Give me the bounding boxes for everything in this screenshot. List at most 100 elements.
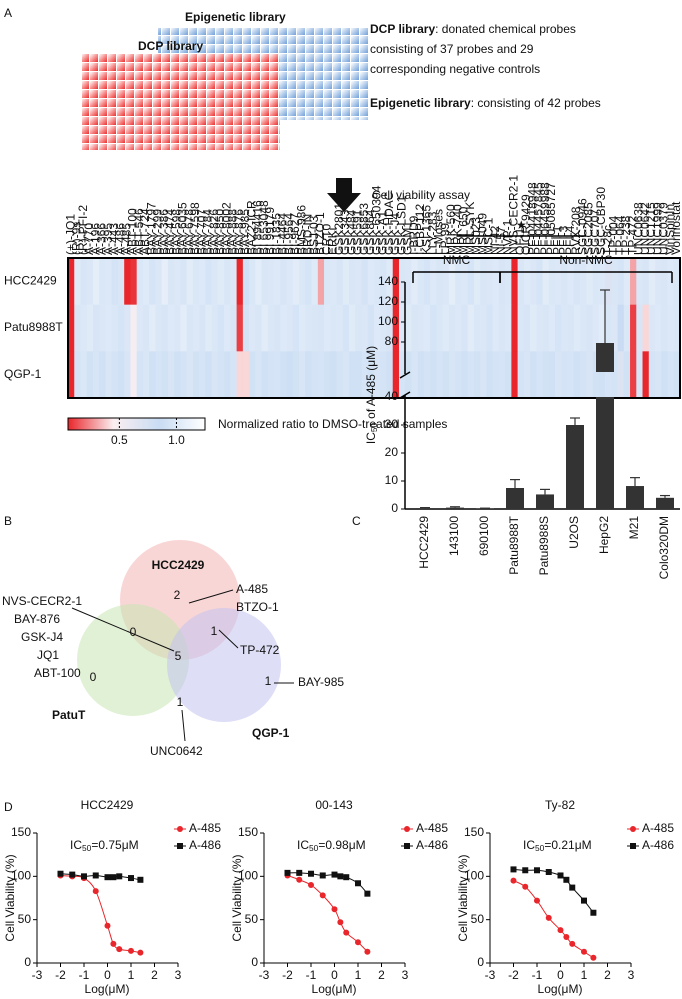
heatmap-cell [280, 258, 287, 305]
heatmap-cell [99, 258, 106, 305]
heatmap-cell [617, 258, 625, 305]
heatmap-cell [448, 304, 456, 352]
heatmap-cell [267, 304, 275, 352]
x-tick-label: 2 [378, 968, 385, 982]
heatmap-cell [186, 351, 194, 399]
heatmap-cell [224, 258, 231, 305]
data-point [110, 940, 117, 947]
heatmap-cell [349, 258, 356, 305]
column-label: UNC0379 [657, 202, 671, 255]
data-point [116, 873, 123, 880]
heatmap-cell [555, 351, 562, 399]
legend-label: A-485 [642, 821, 674, 835]
heatmap-cell [517, 258, 525, 305]
heatmap-cell [673, 258, 681, 305]
heatmap-cell [592, 351, 600, 399]
heatmap-cell [105, 258, 113, 305]
column-label: VinSpinIn [663, 204, 677, 255]
heatmap-cell [642, 351, 650, 399]
heatmap-cell [117, 258, 125, 305]
heatmap-cell [105, 304, 113, 352]
heatmap-cell [592, 258, 600, 305]
heatmap-cell [455, 304, 462, 352]
heatmap-cell [149, 351, 156, 399]
heatmap-cell [505, 304, 512, 352]
heatmap-cell [342, 351, 350, 399]
data-point [581, 897, 587, 904]
heatmap-cell [111, 258, 119, 305]
y-tick-label: 100 [238, 869, 258, 883]
set-label: HCC2429 [152, 558, 205, 572]
legend-label: A-486 [416, 838, 448, 852]
bar [416, 508, 434, 509]
heatmap-cell [311, 351, 319, 399]
data-point [343, 874, 350, 881]
data-point [343, 929, 350, 936]
column-label: BI-1835 [269, 213, 283, 255]
label-rest: =0.98μM [318, 838, 365, 852]
heatmap-cell [136, 304, 144, 352]
x-tick-label: 143100 [447, 516, 461, 556]
x-tick-label: -1 [532, 968, 543, 982]
heatmap-cell [230, 304, 237, 352]
description-line: corresponding negative controls [370, 62, 540, 76]
column-label: BAY-826 [207, 209, 221, 255]
heatmap-cell [536, 351, 543, 399]
column-label: BSJ-03 [307, 215, 321, 255]
heatmap-cell [417, 351, 425, 399]
x-tick-label: -1 [79, 968, 90, 982]
heatmap-cell [511, 258, 518, 305]
heatmap-cell [361, 258, 369, 305]
data-point [92, 888, 99, 895]
heatmap-cell [548, 304, 556, 352]
heatmap-cell [374, 258, 381, 305]
heatmap-cell [386, 304, 394, 352]
heatmap-cell [74, 304, 81, 352]
dcp-library-grid [82, 54, 280, 150]
heatmap-cell [224, 351, 231, 399]
heatmap-cell [130, 258, 137, 305]
y-tick-label: 100 [464, 869, 484, 883]
data-point [331, 871, 338, 878]
x-axis-label: Log(μM) [85, 982, 130, 996]
y-tick-label: 0 [251, 955, 258, 969]
bar [536, 494, 554, 509]
compound-label: UNC0642 [150, 744, 203, 758]
column-label: BAY-850 [213, 209, 227, 255]
colorbar-label: Normalized ratio to DMSO-treated samples [218, 417, 447, 431]
heatmap-cell [336, 351, 344, 399]
colorbar-tick-label: 1.0 [168, 433, 185, 447]
region-count: 2 [174, 588, 181, 602]
y-tick-label: 80 [385, 334, 399, 348]
column-label: PFI-3 [557, 225, 571, 255]
heatmap-cell [136, 258, 144, 305]
heatmap-cell [317, 351, 325, 399]
heatmap-cell [467, 304, 475, 352]
heatmap-cell [249, 258, 256, 305]
data-point [296, 869, 303, 876]
heatmap-cell [523, 258, 531, 305]
panel-label: B [4, 514, 12, 528]
column-label: BAY-784 [201, 209, 215, 255]
x-tick-label: 3 [175, 968, 182, 982]
heatmap-cell [242, 351, 250, 399]
heatmap-cell [274, 304, 281, 352]
heatmap-cell [286, 304, 294, 352]
heatmap-cell [192, 351, 200, 399]
label: IC50=0.21μM [523, 838, 592, 853]
column-label: BAY-876 [232, 209, 246, 255]
compound-label: BAY-876 [14, 612, 60, 626]
description-bold: DCP library [370, 22, 435, 36]
heatmap-cell [380, 351, 387, 399]
heatmap-cell [205, 258, 212, 305]
heatmap-cell [436, 304, 443, 352]
connector [218, 629, 239, 649]
column-label: BAY-707 [194, 209, 208, 255]
heatmap-cell [473, 351, 481, 399]
chart-title: Ty-82 [545, 798, 575, 812]
column-label: OICR-9429 [519, 194, 533, 255]
compound-label: JQ1 [37, 648, 59, 662]
heatmap-cell [349, 351, 356, 399]
connector [188, 589, 234, 604]
